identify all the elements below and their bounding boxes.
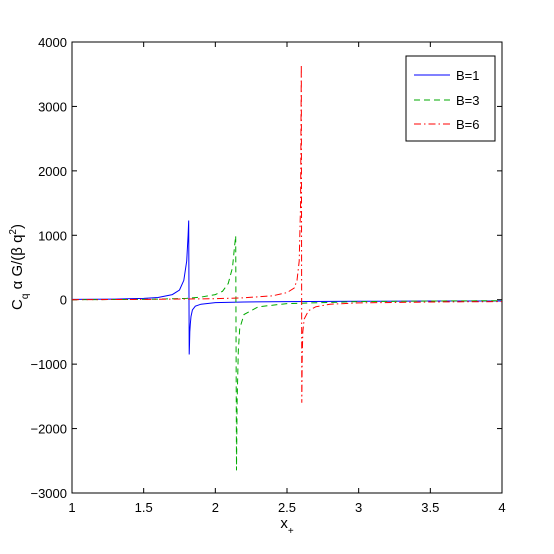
x-tick-label: 1 [68, 500, 75, 515]
x-tick-label: 4 [498, 500, 505, 515]
y-axis-title: Cq α G/(β q2) [8, 224, 31, 310]
y-tick-label: −1000 [30, 357, 67, 372]
legend-label-b3: B=3 [456, 93, 480, 108]
legend-box [405, 55, 496, 142]
y-tick-label: 3000 [38, 99, 67, 114]
y-tick-label: −2000 [30, 422, 67, 437]
series-line-b-1 [71, 220, 502, 355]
legend-label-b6: B=6 [456, 117, 480, 132]
x-tick-label: 3 [355, 500, 362, 515]
axis-ticks: 1 1.5 2 2.5 3 3.5 4 −3000 −2000 −1000 0 1000 2000 300… [30, 35, 505, 515]
y-tick-label: 2000 [38, 164, 67, 179]
legend: B=1 B=3 B=6 [405, 55, 496, 142]
y-tick-label: 4000 [38, 35, 67, 50]
series-line-b-3 [71, 235, 503, 471]
y-tick-label: 0 [60, 293, 67, 308]
legend-label-b1: B=1 [456, 68, 480, 83]
y-tick-label: 1000 [38, 228, 67, 243]
x-tick-label: 1.5 [135, 500, 153, 515]
y-tick-label: −3000 [30, 486, 67, 501]
x-tick-label: 2 [212, 500, 219, 515]
series-layer [71, 64, 503, 471]
x-tick-label: 2.5 [278, 500, 296, 515]
x-axis-title: x+ [280, 515, 294, 537]
x-tick-label: 3.5 [421, 500, 439, 515]
